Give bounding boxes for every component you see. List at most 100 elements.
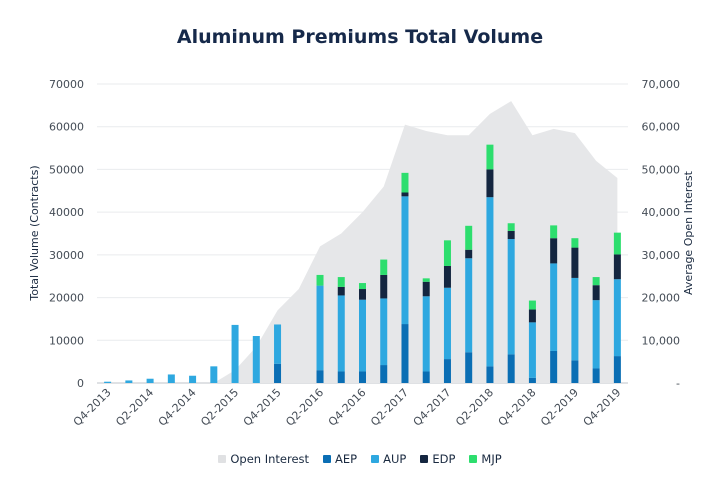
bar-aup (125, 380, 133, 383)
x-axis-ticks: Q4-2013 Q2-2014 Q4-2014 Q2-2015 Q4-2015 Q2-20… (71, 386, 624, 429)
legend-item-aup: AUP (371, 452, 406, 466)
legend-swatch (420, 455, 429, 463)
bar-mjp (401, 172, 409, 193)
bar-edp (571, 247, 579, 278)
bar-aep (359, 371, 366, 383)
y-tick-label: 60000 (49, 121, 84, 134)
bar-aep (316, 370, 324, 383)
bar-mjp (465, 225, 473, 250)
bar-edp (337, 286, 345, 296)
x-tick-label: Q2-2017 (368, 386, 411, 429)
y2-tick-label: 40,000 (642, 206, 681, 219)
y2-tick-label: 50,000 (642, 163, 681, 176)
bar-mjp (528, 300, 536, 310)
y2-tick-label: 10,000 (642, 334, 681, 347)
bar-aup (252, 336, 260, 383)
x-tick-label: Q2-2018 (453, 386, 496, 429)
bar-aup (443, 287, 451, 360)
x-tick-label: Q4-2014 (156, 386, 199, 429)
legend: Open Interest AEP AUP EDP MJP (0, 452, 720, 466)
bar-aep (465, 352, 473, 383)
x-tick-label: Q4-2018 (496, 386, 539, 429)
bar-aep (422, 371, 430, 383)
bar-aep (592, 368, 600, 383)
x-tick-label: Q4-2015 (241, 386, 284, 429)
legend-item-open-interest: Open Interest (218, 452, 309, 466)
y2-tick-label: 70,000 (642, 78, 681, 91)
bar-aep (550, 350, 558, 383)
bar-mjp (316, 274, 324, 286)
y2-axis-ticks: - 10,000 20,000 30,000 40,000 50,000 60,000 70,… (642, 78, 681, 390)
x-tick-label: Q4-2017 (411, 386, 454, 429)
bar-aep (443, 359, 451, 383)
legend-label: AUP (383, 452, 407, 466)
y-tick-label: 10000 (49, 334, 84, 347)
bar-aep (507, 354, 515, 383)
bar-mjp (613, 232, 621, 255)
bar-aep (571, 360, 579, 383)
bar-mjp (337, 277, 345, 287)
y2-tick-label: 30,000 (642, 249, 681, 262)
y-tick-label: 50000 (49, 163, 84, 176)
bar-aup (146, 378, 154, 383)
bar-mjp (486, 144, 494, 170)
bar-mjp (507, 223, 515, 231)
y2-tick-label: 20,000 (642, 292, 681, 305)
bar-aup (189, 375, 197, 383)
bar-edp (613, 254, 621, 280)
bar-aep (380, 365, 388, 383)
legend-swatch (218, 455, 227, 463)
x-tick-label: Q4-2019 (581, 386, 624, 429)
y2-tick-label: 60,000 (642, 121, 681, 134)
y-axis-ticks: 0 10000 20000 30000 40000 50000 60000 70000 (49, 78, 84, 390)
bar-aup (528, 322, 536, 378)
y-tick-label: 70000 (49, 78, 84, 91)
bar-aup (571, 277, 579, 361)
bar-edp (528, 309, 536, 323)
y-tick-label: 30000 (49, 249, 84, 262)
legend-label: MJP (481, 452, 502, 466)
bar-aup (486, 197, 494, 367)
bar-aup (401, 196, 409, 325)
bar-aup (337, 295, 345, 372)
x-tick-label: Q2-2019 (538, 386, 581, 429)
bar-aup (613, 279, 621, 357)
legend-label: Open Interest (230, 452, 310, 466)
bar-aup (231, 324, 239, 383)
x-tick-label: Q2-2016 (283, 386, 326, 429)
y-axis-title: Total Volume (Contracts) (28, 165, 41, 301)
bar-aep (401, 324, 409, 383)
x-tick-label: Q2-2015 (198, 386, 241, 429)
bar-aep (337, 371, 345, 383)
bar-edp (507, 230, 515, 240)
bar-edp (380, 274, 388, 299)
bar-mjp (359, 283, 366, 290)
bar-aup (210, 366, 218, 383)
bar-edp (465, 249, 473, 259)
legend-item-edp: EDP (420, 452, 455, 466)
chart-title: Aluminum Premiums Total Volume (176, 26, 544, 48)
y-tick-label: 40000 (49, 206, 84, 219)
bar-mjp (571, 238, 579, 248)
legend-swatch (469, 455, 478, 463)
bar-aup (592, 300, 600, 369)
bar-aup (465, 258, 473, 353)
bar-mjp (550, 225, 558, 239)
bar-edp (359, 289, 366, 300)
bar-aup (316, 285, 324, 371)
bar-edp (486, 169, 494, 198)
bar-mjp (422, 278, 430, 282)
bar-aep (528, 377, 536, 383)
bar-aup (550, 263, 558, 351)
bar-aup (274, 324, 282, 364)
legend-item-mjp: MJP (469, 452, 502, 466)
bar-aup (104, 381, 112, 383)
bar-mjp (443, 240, 451, 266)
bar-aep (613, 356, 621, 383)
bar-edp (401, 192, 409, 197)
bar-aup (380, 298, 388, 366)
bar-aup (359, 299, 366, 372)
bar-aup (422, 296, 430, 372)
x-tick-label: Q2-2014 (113, 386, 156, 429)
